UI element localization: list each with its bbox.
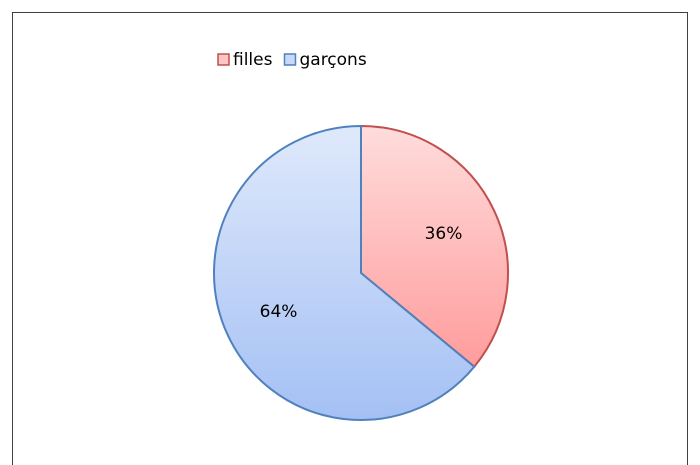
legend-label: filles xyxy=(233,50,273,70)
pie-slice xyxy=(360,124,509,369)
pie-slice xyxy=(213,124,476,421)
legend-swatch xyxy=(283,53,297,66)
legend-label: garçons xyxy=(299,50,366,70)
data-label: 36% xyxy=(425,224,463,244)
data-label: 64% xyxy=(260,302,298,322)
legend-swatch xyxy=(217,53,230,66)
